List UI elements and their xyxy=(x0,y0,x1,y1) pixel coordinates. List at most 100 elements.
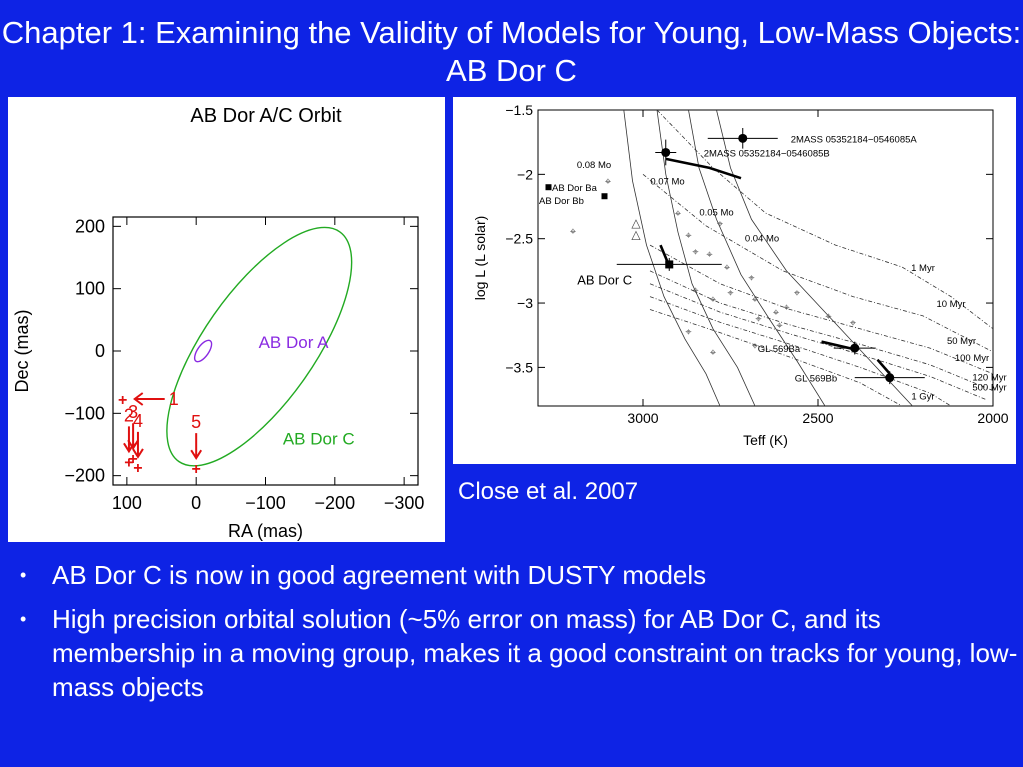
field-object-star-marker: ⌖ xyxy=(752,341,758,353)
isochrone-line xyxy=(649,296,952,406)
x-tick-label: 100 xyxy=(112,493,142,513)
y-tick-label: −100 xyxy=(64,403,105,423)
object-label: GL 569Bb xyxy=(795,374,837,385)
mass-track-line xyxy=(716,110,913,406)
legend-square-marker xyxy=(545,184,552,191)
field-object-star-marker: ⌖ xyxy=(685,326,691,338)
track-label: 10 Myr xyxy=(936,299,965,310)
y-tick-label: −3.5 xyxy=(505,359,533,375)
x-axis-label: RA (mas) xyxy=(228,521,303,541)
hr-diagram-chart: 3000 2500 2000 −1.5 −2 −2.5 −3 −3.5 Teff (K) log … xyxy=(472,102,1009,448)
bullet-list: • AB Dor C is now in good agreement with… xyxy=(20,558,1018,714)
field-object-star-marker: ⌖ xyxy=(748,272,754,284)
isochrone-line xyxy=(656,110,993,330)
epoch-label: 2 xyxy=(124,405,134,425)
bullet-dot-icon: • xyxy=(20,609,27,629)
figure-credit: Close et al. 2007 xyxy=(458,478,639,505)
epoch-marker: + xyxy=(118,392,127,409)
data-point-square xyxy=(665,260,674,269)
data-point-circle xyxy=(661,147,671,157)
field-object-star-marker: ⌖ xyxy=(752,294,758,306)
dusty-track-segment xyxy=(659,244,669,263)
hr-diagram-panel: 3000 2500 2000 −1.5 −2 −2.5 −3 −3.5 Teff (K) log … xyxy=(453,97,1016,464)
field-object-star-marker: ⌖ xyxy=(675,208,681,220)
epoch-label: 5 xyxy=(191,412,201,432)
field-object-star-marker: ⌖ xyxy=(776,320,782,332)
triangle-marker: △ xyxy=(631,228,641,242)
ab-dor-c-orbit xyxy=(166,226,353,467)
ab-dor-c-label: AB Dor C xyxy=(283,429,355,448)
object-label: GL 569Ba xyxy=(758,344,801,355)
track-label: 100 Myr xyxy=(955,353,989,364)
track-label: 0.05 Mo xyxy=(699,208,733,219)
object-label: 2MASS 05352184−0546085B xyxy=(704,148,830,159)
y-tick-label: −200 xyxy=(64,466,105,486)
field-object-star-marker: ⌖ xyxy=(570,226,576,238)
object-label: 2MASS 05352184−0546085A xyxy=(791,134,918,145)
x-tick-label: 2000 xyxy=(977,410,1008,426)
epoch-arrow xyxy=(132,431,144,459)
legend-label: AB Dor Bb xyxy=(539,196,584,207)
bullet-text: AB Dor C is now in good agreement with D… xyxy=(52,560,707,590)
epoch-arrow xyxy=(133,392,165,406)
track-label: 500 Myr xyxy=(972,383,1006,394)
epoch-marker: + xyxy=(124,454,133,471)
track-label: 0.07 Mo xyxy=(650,177,684,188)
field-object-star-marker: ⌖ xyxy=(706,249,712,261)
epoch-arrow xyxy=(127,423,139,451)
field-object-star-marker: ⌖ xyxy=(710,347,716,359)
field-object-star-marker: ⌖ xyxy=(692,247,698,259)
ab-dor-a-orbit-group xyxy=(193,339,213,363)
x-tick-label: 2500 xyxy=(802,410,833,426)
field-object-star-marker: ⌖ xyxy=(755,313,761,325)
mass-track-line xyxy=(688,110,826,406)
field-object-star-marker: ⌖ xyxy=(727,288,733,300)
y-tick-label: −3 xyxy=(517,295,533,311)
y-tick-label: 100 xyxy=(75,279,105,299)
field-object-star-marker: ⌖ xyxy=(724,262,730,274)
track-label: 0.08 Mo xyxy=(577,160,611,171)
dusty-track-segment xyxy=(665,157,742,180)
epoch-label: 4 xyxy=(133,411,143,431)
track-label: 120 Myr xyxy=(972,372,1006,383)
y-tick-label: −1.5 xyxy=(505,102,533,118)
data-point-circle xyxy=(885,373,895,383)
bullet-dot-icon: • xyxy=(20,565,27,585)
legend-square-marker xyxy=(601,193,608,200)
isochrone-line xyxy=(649,309,903,406)
bullet-item: • AB Dor C is now in good agreement with… xyxy=(20,558,1018,592)
isochrone-line xyxy=(642,173,993,353)
isochrone-line xyxy=(649,244,993,375)
x-tick-label: −100 xyxy=(245,493,286,513)
y-tick-label: 0 xyxy=(95,341,105,361)
field-object-star-marker: ⌖ xyxy=(717,218,723,230)
dusty-track-segment xyxy=(876,358,891,375)
data-point-circle xyxy=(850,343,860,353)
mass-track-line xyxy=(623,110,721,406)
isochrone-line xyxy=(649,270,993,391)
x-tick-label: 0 xyxy=(191,493,201,513)
track-label: 1 Myr xyxy=(911,263,935,274)
field-object-star-marker: ⌖ xyxy=(692,285,698,297)
plot-frame xyxy=(537,109,994,407)
epoch-label: 3 xyxy=(128,402,138,422)
legend-label: AB Dor Ba xyxy=(552,183,598,194)
bullet-text: High precision orbital solution (~5% err… xyxy=(52,604,1018,702)
epoch-marker: + xyxy=(128,451,137,468)
x-tick-label: −200 xyxy=(315,493,356,513)
y-tick-label: 200 xyxy=(75,216,105,236)
track-label: 0.04 Mo xyxy=(745,233,779,244)
bullet-item: • High precision orbital solution (~5% e… xyxy=(20,602,1018,704)
orbit-chart: AB Dor A/C Orbit 100 0 −100 −200 −300 200 100 0 −… xyxy=(12,105,424,541)
epoch-arrow xyxy=(190,433,203,461)
x-axis-label: Teff (K) xyxy=(743,432,788,448)
ab-dor-a-orbit xyxy=(193,339,213,363)
y-axis-label: Dec (mas) xyxy=(12,309,32,392)
orbit-chart-title: AB Dor A/C Orbit xyxy=(190,105,342,127)
ab-dor-c-orbit-group xyxy=(166,226,353,467)
field-object-star-marker: ⌖ xyxy=(794,288,800,300)
field-object-star-marker: ⌖ xyxy=(773,307,779,319)
field-object-star-marker: ⌖ xyxy=(850,317,856,329)
field-object-star-marker: ⌖ xyxy=(783,302,789,314)
x-tick-label: 3000 xyxy=(627,410,658,426)
